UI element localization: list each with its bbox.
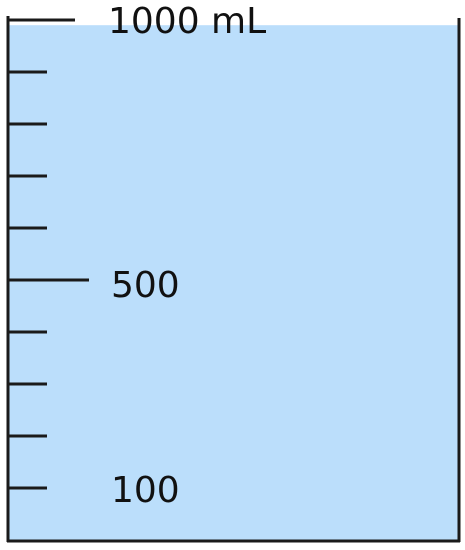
water-fill (9, 25, 458, 541)
label-500: 500 (111, 265, 180, 306)
label-1000-ml: 1000 mL (108, 1, 266, 42)
label-100: 100 (111, 470, 180, 511)
scale-ticks (8, 18, 89, 490)
